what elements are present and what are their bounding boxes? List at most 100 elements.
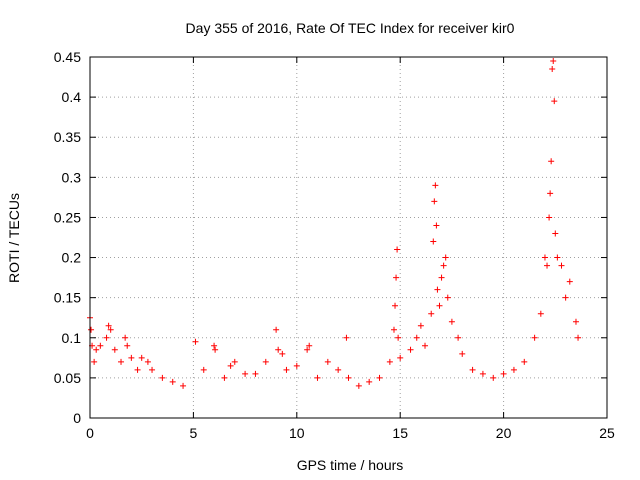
data-point — [355, 382, 362, 389]
data-point — [275, 346, 282, 353]
data-point — [549, 66, 556, 73]
data-point — [149, 366, 156, 373]
x-tick-label: 20 — [496, 425, 512, 441]
data-point — [335, 366, 342, 373]
x-tick-label: 15 — [392, 425, 408, 441]
axis-ticks — [89, 56, 608, 419]
data-point — [180, 382, 187, 389]
data-point — [544, 262, 551, 269]
data-point — [459, 350, 466, 357]
data-point — [279, 350, 286, 357]
data-point — [510, 366, 517, 373]
y-tick-label: 0.45 — [54, 49, 81, 65]
data-point — [392, 302, 399, 309]
data-point — [434, 286, 441, 293]
data-point — [128, 354, 135, 361]
chart-title: Day 355 of 2016, Rate Of TEC Index for r… — [186, 20, 515, 36]
data-point — [432, 182, 439, 189]
data-point — [469, 366, 476, 373]
data-point — [386, 358, 393, 365]
x-tick-labels: 0 5 10 15 20 25 — [86, 425, 615, 441]
x-axis-label: GPS time / hours — [297, 457, 404, 473]
data-point — [242, 370, 249, 377]
data-point — [448, 318, 455, 325]
data-point — [118, 358, 125, 365]
data-point — [103, 334, 110, 341]
data-point — [122, 334, 129, 341]
data-point — [227, 362, 234, 369]
data-point — [395, 334, 402, 341]
data-point — [304, 346, 311, 353]
data-point — [455, 334, 462, 341]
data-point — [111, 346, 118, 353]
data-point — [566, 278, 573, 285]
y-tick-label: 0.3 — [62, 169, 82, 185]
data-point — [531, 334, 538, 341]
data-point — [376, 374, 383, 381]
data-point — [431, 198, 438, 205]
data-point — [541, 254, 548, 261]
y-tick-label: 0 — [73, 410, 81, 426]
data-point — [444, 294, 451, 301]
data-point — [537, 310, 544, 317]
data-point — [417, 322, 424, 329]
data-point — [105, 322, 112, 329]
data-point — [314, 374, 321, 381]
data-point — [554, 254, 561, 261]
data-point — [97, 342, 104, 349]
data-point — [88, 326, 95, 333]
data-point — [293, 362, 300, 369]
data-point — [546, 214, 553, 221]
y-tick-label: 0.05 — [54, 370, 81, 386]
data-point — [169, 378, 176, 385]
data-point — [442, 254, 449, 261]
data-point — [521, 358, 528, 365]
data-point — [548, 158, 555, 165]
data-point — [422, 342, 429, 349]
data-point — [433, 222, 440, 229]
data-point — [212, 346, 219, 353]
data-point — [221, 374, 228, 381]
grid-lines — [90, 57, 607, 418]
data-point — [393, 274, 400, 281]
y-tick-labels: 0 0.05 0.1 0.15 0.2 0.25 0.3 0.35 0.4 0.45 — [54, 49, 81, 426]
data-point — [324, 358, 331, 365]
data-point — [394, 246, 401, 253]
data-point — [283, 366, 290, 373]
data-point — [138, 354, 145, 361]
data-point — [479, 370, 486, 377]
data-point — [436, 302, 443, 309]
data-point — [572, 318, 579, 325]
data-point — [407, 346, 414, 353]
data-point — [490, 374, 497, 381]
data-point — [500, 370, 507, 377]
data-point — [343, 334, 350, 341]
data-point — [390, 326, 397, 333]
data-point — [159, 374, 166, 381]
y-tick-label: 0.35 — [54, 129, 81, 145]
data-point — [366, 378, 373, 385]
data-point — [397, 354, 404, 361]
data-point — [262, 358, 269, 365]
data-point — [200, 366, 207, 373]
y-tick-label: 0.15 — [54, 290, 81, 306]
data-point — [252, 370, 259, 377]
data-point — [430, 238, 437, 245]
data-point — [134, 366, 141, 373]
data-point — [562, 294, 569, 301]
data-point — [551, 98, 558, 105]
data-point — [552, 230, 559, 237]
data-points — [87, 58, 582, 389]
data-point — [93, 346, 100, 353]
data-point — [306, 342, 313, 349]
data-point — [428, 310, 435, 317]
data-point — [547, 190, 554, 197]
data-point — [438, 274, 445, 281]
x-tick-label: 5 — [190, 425, 198, 441]
data-point — [144, 358, 151, 365]
data-point — [91, 358, 98, 365]
data-point — [558, 262, 565, 269]
data-point — [413, 334, 420, 341]
x-tick-label: 0 — [86, 425, 94, 441]
